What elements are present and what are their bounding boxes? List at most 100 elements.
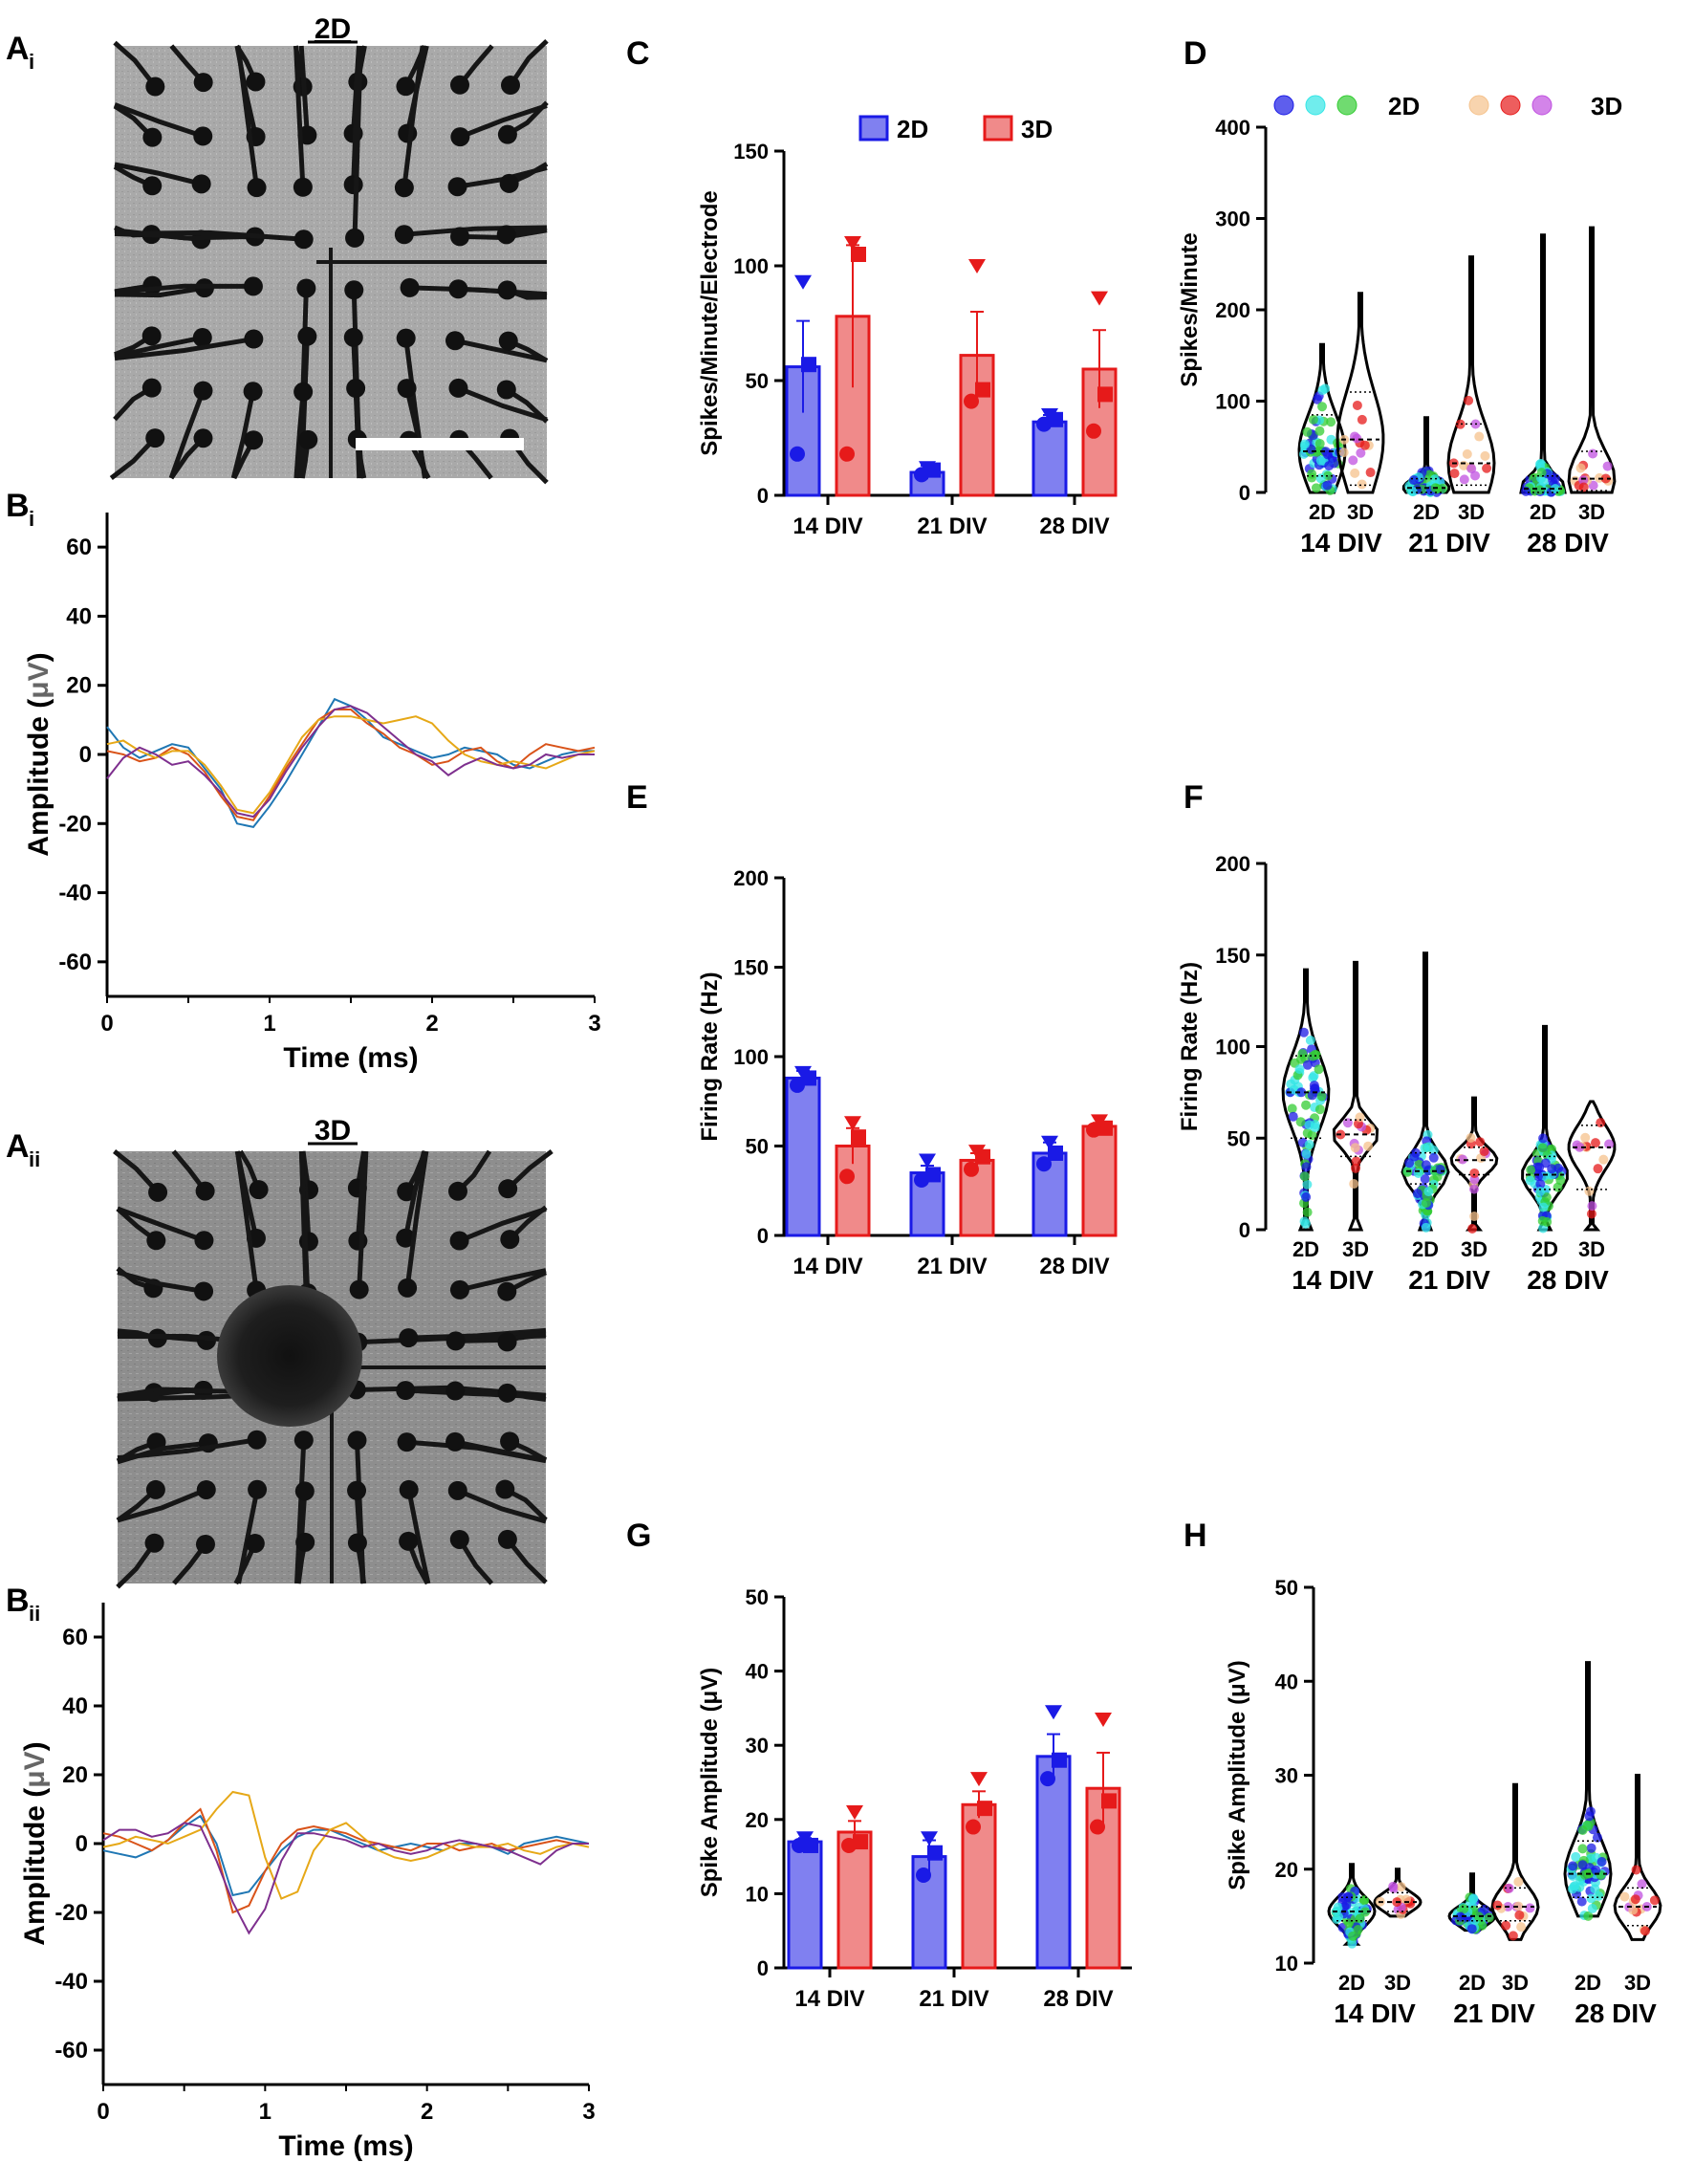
x-tick-label: 14 DIV xyxy=(794,1986,864,2012)
violin-point xyxy=(1555,1175,1566,1186)
data-point xyxy=(914,1172,929,1189)
violin-point xyxy=(1631,1865,1641,1875)
violin-point xyxy=(1449,469,1460,479)
violin-point xyxy=(1504,1883,1514,1893)
x-subgroup-label: 2D xyxy=(1459,1971,1486,1995)
y-axis-label: Spike Amplitude (μV) xyxy=(1225,1660,1250,1889)
violin-point xyxy=(1308,1072,1318,1082)
mea-electrode xyxy=(498,1179,518,1199)
violin-point xyxy=(1538,1202,1549,1212)
violin-point xyxy=(1365,468,1376,478)
mea-electrode xyxy=(296,278,316,298)
violin-point xyxy=(1326,417,1336,427)
violin-point xyxy=(1421,1197,1431,1208)
legend-label-3d: 3D xyxy=(1591,92,1622,120)
violin-point xyxy=(1302,1179,1313,1190)
spheroid xyxy=(217,1285,362,1427)
x-group-label: 28 DIV xyxy=(1527,528,1609,557)
violin-point xyxy=(1578,482,1589,492)
data-point xyxy=(1090,1819,1105,1835)
x-subgroup-label: 3D xyxy=(1578,1237,1605,1261)
violin-point xyxy=(1492,1900,1503,1911)
violin-point xyxy=(1294,1064,1305,1075)
mea-electrode xyxy=(399,1479,419,1499)
waveform-trace xyxy=(106,709,596,821)
violin-point xyxy=(1594,1890,1604,1901)
violin-point xyxy=(1619,1891,1630,1902)
chart-b-i-waveforms-2d: 60 40 20 0 -20 -40 -60 0 1 2 3 Time (ms) Amplitude (… xyxy=(23,513,601,1074)
x-subgroup-label: 2D xyxy=(1575,1971,1601,1995)
mea-electrode xyxy=(145,76,165,97)
violin-point xyxy=(1464,395,1474,405)
violin-point xyxy=(1593,1164,1603,1174)
mea-trace xyxy=(168,389,206,479)
mea-trace xyxy=(117,1206,206,1243)
x-tick-label: 21 DIV xyxy=(919,1986,988,2012)
mea-electrode xyxy=(449,1529,469,1549)
waveform-trace xyxy=(102,1790,590,1900)
chart-c-spikes-per-electrode: 0 50 100 150 Spikes/Minute/Electrode 14 DIV 21… xyxy=(697,115,1118,539)
mea-electrode xyxy=(293,229,314,250)
mea-trace xyxy=(293,391,306,479)
x-subgroup-label: 3D xyxy=(1384,1971,1411,1995)
mea-electrode xyxy=(245,1534,265,1554)
violin-point xyxy=(1348,455,1358,466)
x-tick-label: 21 DIV xyxy=(917,513,987,539)
waveform-trace xyxy=(102,1807,589,1914)
y-tick-label: 20 xyxy=(1275,1858,1298,1882)
violin-point xyxy=(1535,1179,1546,1190)
y-tick-label: 50 xyxy=(746,1135,769,1159)
waveform-trace xyxy=(106,705,595,819)
violin-point xyxy=(1314,446,1324,456)
mea-trace xyxy=(114,285,206,298)
violin-point xyxy=(1355,1913,1365,1924)
mea-electrode xyxy=(247,1430,267,1450)
data-point xyxy=(1040,1771,1055,1787)
mea-electrode xyxy=(196,1479,216,1499)
violin-point xyxy=(1578,475,1589,486)
violin-point xyxy=(1301,1100,1312,1110)
violin-point xyxy=(1307,1130,1317,1141)
data-point xyxy=(1101,1793,1117,1809)
y-axis-label: Amplitude (μV) xyxy=(19,1741,51,1945)
violin-point xyxy=(1316,1091,1327,1102)
mea-electrode xyxy=(497,1383,517,1403)
data-point xyxy=(1048,1145,1063,1161)
data-point xyxy=(966,1819,981,1835)
mea-electrode xyxy=(496,225,516,245)
mea-electrode xyxy=(449,1231,469,1251)
mea-electrode xyxy=(194,1231,214,1251)
data-point xyxy=(970,1772,988,1787)
violin-point xyxy=(1577,1844,1588,1854)
violin xyxy=(1327,1863,1377,1946)
violin xyxy=(1521,1024,1569,1232)
violin-point xyxy=(1598,1154,1609,1165)
mea-trace xyxy=(352,45,363,238)
y-tick-label: 200 xyxy=(1215,852,1250,876)
mea-electrode xyxy=(192,328,212,348)
violin-point xyxy=(1299,1216,1310,1227)
violin-point xyxy=(1630,1894,1640,1905)
panel-label-a-ii: A ii xyxy=(6,1128,40,1171)
violin-point xyxy=(1351,1163,1361,1173)
violin-point xyxy=(1480,450,1490,461)
violin-point xyxy=(1314,1104,1325,1115)
mea-electrode xyxy=(496,380,516,400)
violin-point xyxy=(1302,426,1313,437)
violin-point xyxy=(1459,1904,1469,1914)
mea-electrode xyxy=(495,1479,515,1499)
violin-point xyxy=(1571,1851,1581,1862)
y-tick-label: 60 xyxy=(66,535,92,560)
mea-electrode xyxy=(394,225,414,245)
violin xyxy=(1449,1096,1499,1232)
mea-electrode xyxy=(345,228,365,248)
violin-point xyxy=(1298,1027,1309,1037)
mea-electrode xyxy=(243,276,263,296)
y-tick-label: 20 xyxy=(62,1762,88,1788)
violin-point xyxy=(1542,1216,1553,1227)
violin-point xyxy=(1577,1860,1588,1870)
violin-point xyxy=(1350,1143,1360,1153)
y-tick-label: 0 xyxy=(1239,481,1250,505)
legend-dot-3d xyxy=(1500,95,1521,116)
